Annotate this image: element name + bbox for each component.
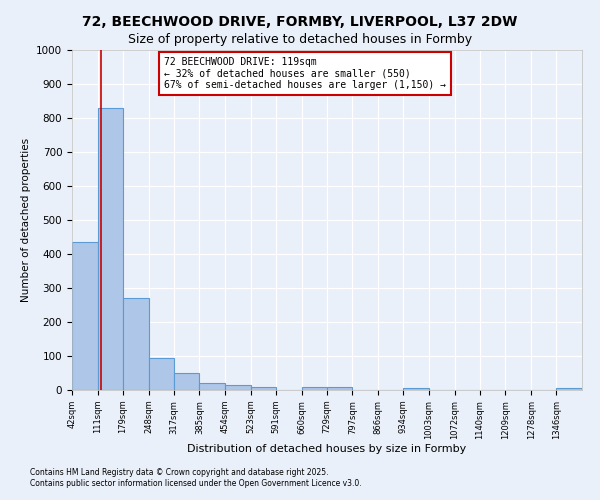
Text: 72, BEECHWOOD DRIVE, FORMBY, LIVERPOOL, L37 2DW: 72, BEECHWOOD DRIVE, FORMBY, LIVERPOOL, …	[82, 15, 518, 29]
Bar	[302, 386, 327, 390]
Bar	[174, 373, 199, 390]
Bar	[225, 385, 251, 390]
Text: Contains HM Land Registry data © Crown copyright and database right 2025.
Contai: Contains HM Land Registry data © Crown c…	[30, 468, 362, 487]
Bar	[327, 386, 352, 390]
Bar	[72, 242, 98, 390]
Bar	[123, 298, 149, 390]
Text: Size of property relative to detached houses in Formby: Size of property relative to detached ho…	[128, 32, 472, 46]
Bar	[199, 382, 225, 390]
X-axis label: Distribution of detached houses by size in Formby: Distribution of detached houses by size …	[187, 444, 467, 454]
Bar	[403, 388, 429, 390]
Text: 72 BEECHWOOD DRIVE: 119sqm
← 32% of detached houses are smaller (550)
67% of sem: 72 BEECHWOOD DRIVE: 119sqm ← 32% of deta…	[164, 57, 446, 90]
Bar	[556, 388, 582, 390]
Bar	[149, 358, 174, 390]
Bar	[98, 108, 123, 390]
Bar	[251, 386, 276, 390]
Y-axis label: Number of detached properties: Number of detached properties	[20, 138, 31, 302]
